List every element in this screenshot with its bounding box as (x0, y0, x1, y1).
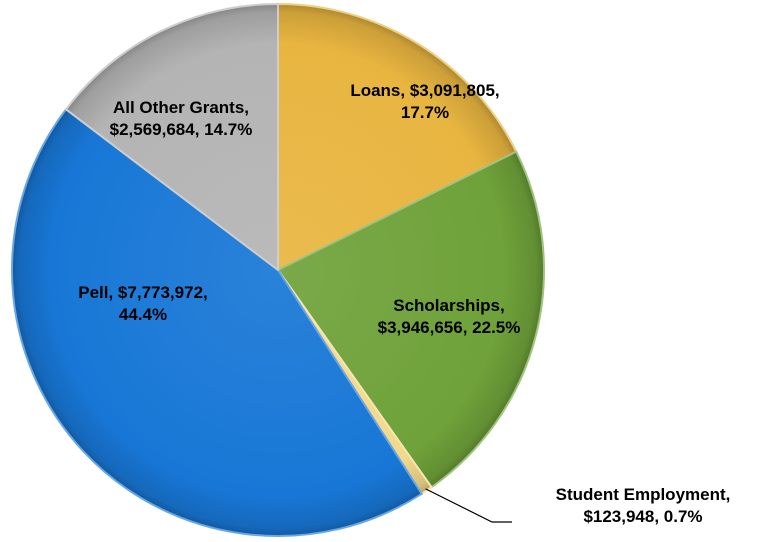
pie-slices (11, 3, 545, 537)
slice-label-line: Student Employment, (556, 485, 731, 504)
slice-labels: Loans, $3,091,805, 17.7% Scholarships, $3,9… (78, 81, 730, 526)
pie-slice-pell (11, 108, 423, 537)
pie-slice-scholarships (277, 150, 545, 489)
slice-label-line: $2,569,684, 14.7% (110, 120, 253, 139)
leader-lines (425, 488, 512, 523)
slice-label-line: 17.7% (401, 103, 449, 122)
leader-line-student-employment (425, 488, 512, 523)
slice-label-line: Pell, $7,773,972, (78, 283, 208, 302)
slice-label-line: Loans, $3,091,805, (350, 81, 499, 100)
slice-label-line: $123,948, 0.7% (583, 507, 702, 526)
slice-label-loans: Loans, $3,091,805, 17.7% (350, 81, 499, 122)
slice-label-student-employment: Student Employment, $123,948, 0.7% (556, 485, 731, 526)
slice-label-scholarships: Scholarships, $3,946,656, 22.5% (378, 296, 521, 337)
slice-label-line: All Other Grants, (113, 98, 249, 117)
slice-label-line: Scholarships, (393, 296, 504, 315)
pie-slice-loans (277, 3, 518, 271)
slice-label-pell: Pell, $7,773,972, 44.4% (78, 283, 208, 324)
pie-slice-all-other-grants (65, 3, 279, 271)
slice-label-all-other-grants: All Other Grants, $2,569,684, 14.7% (110, 98, 253, 139)
slice-label-line: $3,946,656, 22.5% (378, 318, 521, 337)
slice-label-line: 44.4% (119, 305, 167, 324)
